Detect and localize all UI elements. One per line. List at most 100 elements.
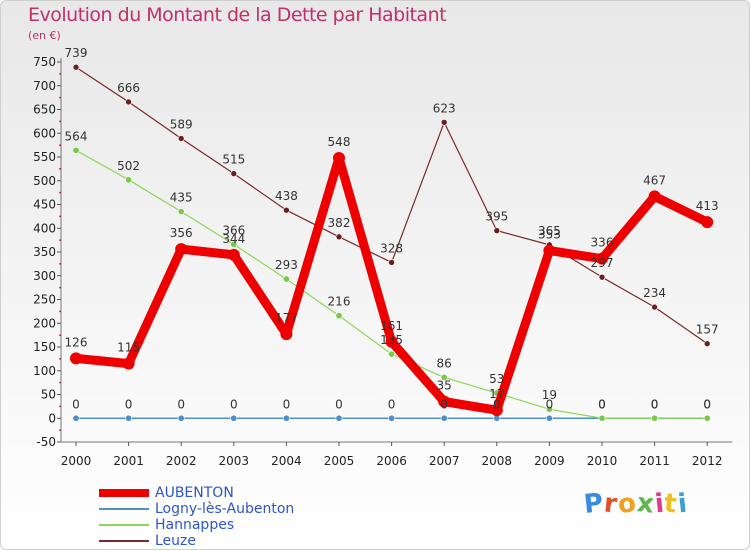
y-minor-tick bbox=[59, 96, 61, 99]
y-minor-tick bbox=[59, 357, 61, 360]
data-point bbox=[598, 414, 606, 422]
data-label: 0 bbox=[440, 397, 448, 411]
y-tick-label: -50 bbox=[36, 435, 56, 449]
y-tick-label: 200 bbox=[33, 316, 56, 330]
data-label: 515 bbox=[222, 153, 245, 167]
legend-label: Hannappes bbox=[155, 517, 235, 533]
data-point bbox=[122, 357, 135, 370]
y-minor-tick bbox=[59, 334, 61, 337]
data-label: 19 bbox=[542, 388, 557, 402]
x-tick-label: 2005 bbox=[324, 454, 355, 468]
y-tick-label: 300 bbox=[33, 269, 56, 283]
data-point bbox=[651, 303, 658, 311]
y-minor-tick bbox=[59, 429, 61, 432]
legend-item: Hannappes bbox=[99, 517, 294, 533]
y-tick-label: 250 bbox=[33, 293, 56, 307]
y-minor-tick bbox=[59, 286, 61, 289]
data-label: 356 bbox=[170, 226, 193, 240]
y-minor-tick bbox=[59, 310, 61, 313]
data-label: 0 bbox=[598, 397, 606, 411]
y-tick-label: 100 bbox=[33, 364, 56, 378]
data-point bbox=[177, 135, 185, 142]
data-point bbox=[703, 414, 711, 422]
y-tick-label: 750 bbox=[33, 55, 56, 69]
data-point bbox=[72, 63, 80, 71]
y-tick-label: 500 bbox=[33, 174, 56, 188]
data-point bbox=[227, 248, 240, 261]
data-label: 0 bbox=[388, 397, 396, 411]
legend-item: AUBENTON bbox=[99, 485, 294, 501]
data-label: 502 bbox=[117, 159, 140, 173]
data-label: 177 bbox=[275, 311, 298, 325]
chart-legend: AUBENTON Logny-lès-Aubenton Hannappes Leuze bbox=[99, 485, 294, 549]
y-tick-label: 450 bbox=[33, 198, 56, 212]
data-label: 86 bbox=[437, 356, 452, 370]
y-tick-label: 150 bbox=[33, 340, 56, 354]
data-label: 382 bbox=[328, 216, 351, 230]
data-label: 739 bbox=[65, 46, 88, 60]
chart-title: Evolution du Montant de la Dette par Hab… bbox=[28, 4, 447, 26]
data-point bbox=[701, 216, 714, 229]
data-point bbox=[543, 244, 556, 257]
y-tick-label: 0 bbox=[48, 411, 56, 425]
data-point bbox=[280, 328, 293, 341]
data-point bbox=[282, 275, 290, 283]
data-label: 413 bbox=[696, 199, 719, 213]
x-tick-label: 2001 bbox=[113, 454, 144, 468]
x-tick-label: 2010 bbox=[587, 454, 618, 468]
data-point bbox=[333, 151, 345, 164]
data-label: 328 bbox=[380, 241, 403, 255]
legend-label: Logny-lès-Aubenton bbox=[155, 501, 295, 517]
logo-letter: i bbox=[676, 488, 690, 520]
legend-label: AUBENTON bbox=[155, 485, 234, 501]
x-tick-label: 2006 bbox=[376, 454, 407, 468]
data-point bbox=[490, 404, 503, 417]
data-point bbox=[440, 373, 448, 381]
chart-unit-label: (en €) bbox=[28, 29, 61, 42]
data-label: 0 bbox=[493, 397, 501, 411]
data-label: 115 bbox=[117, 341, 140, 355]
data-point bbox=[598, 273, 606, 281]
data-label: 0 bbox=[598, 397, 606, 411]
x-tick-label: 2004 bbox=[271, 454, 302, 468]
data-point bbox=[440, 414, 448, 422]
data-label: 17 bbox=[489, 387, 504, 401]
x-tick-label: 2000 bbox=[61, 454, 92, 468]
data-label: 161 bbox=[380, 319, 403, 333]
x-tick-label: 2011 bbox=[639, 454, 670, 468]
data-point bbox=[282, 414, 290, 422]
data-point bbox=[438, 395, 451, 408]
data-point bbox=[335, 312, 343, 320]
data-label: 336 bbox=[591, 236, 614, 250]
data-label: 35 bbox=[437, 379, 452, 393]
data-point bbox=[72, 414, 80, 422]
data-label: 435 bbox=[170, 191, 193, 205]
y-minor-tick bbox=[59, 405, 61, 408]
legend-swatch bbox=[99, 489, 149, 497]
data-label: 0 bbox=[283, 397, 291, 411]
data-point bbox=[177, 208, 185, 216]
data-point bbox=[388, 414, 396, 422]
data-label: 0 bbox=[125, 397, 133, 411]
data-point bbox=[335, 414, 343, 422]
data-point bbox=[545, 414, 553, 422]
series-leuze bbox=[72, 63, 711, 347]
data-label: 297 bbox=[591, 256, 614, 270]
legend-swatch bbox=[99, 540, 149, 542]
data-label: 216 bbox=[328, 295, 351, 309]
x-tick-label: 2008 bbox=[482, 454, 513, 468]
data-point bbox=[388, 259, 395, 266]
data-point bbox=[703, 340, 711, 347]
data-label: 234 bbox=[643, 286, 666, 300]
data-label: 157 bbox=[696, 323, 719, 337]
data-label: 0 bbox=[335, 397, 343, 411]
y-minor-tick bbox=[59, 381, 61, 384]
y-minor-tick bbox=[59, 167, 61, 170]
data-label: 548 bbox=[328, 135, 351, 149]
data-point bbox=[596, 252, 608, 265]
data-label: 0 bbox=[177, 397, 185, 411]
x-tick-label: 2003 bbox=[219, 454, 250, 468]
data-point bbox=[70, 352, 82, 365]
